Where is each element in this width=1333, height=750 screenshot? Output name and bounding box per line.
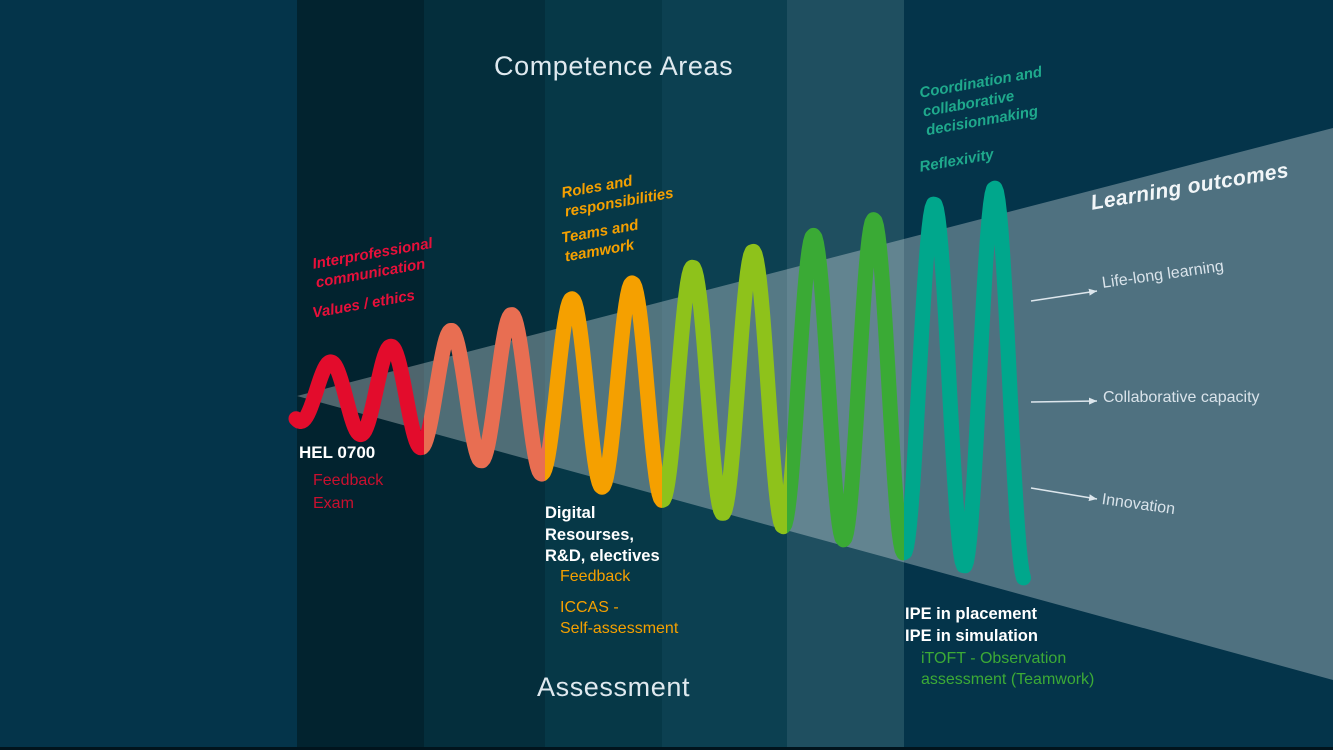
- outcome-arrow-3: [1030, 487, 1098, 502]
- assessment-title: Assessment: [537, 672, 691, 702]
- outcomes-wedge: [297, 128, 1333, 680]
- bottom-edge-line: [0, 747, 1333, 750]
- course-ipe-placement-simulation: IPE in placement IPE in simulation: [905, 605, 1038, 645]
- assessment-feedback-2: Feedback: [560, 568, 631, 585]
- course-digital-resources: Digital Resourses, R&D, electives: [545, 504, 660, 565]
- assessment-iccas-self-assessment: ICCAS - Self-assessment: [560, 599, 679, 637]
- outcome-arrow-2: [1030, 397, 1098, 405]
- assessment-itoft-observation: iTOFT - Observation assessment (Teamwork…: [921, 650, 1095, 688]
- outcome-arrow-1: [1030, 288, 1098, 302]
- competence-wave: [288, 180, 1031, 586]
- competence-areas-title: Competence Areas: [494, 51, 734, 81]
- course-hel-0700: HEL 0700: [299, 443, 376, 462]
- assessment-exam: Exam: [313, 495, 354, 512]
- assessment-feedback-1: Feedback: [313, 472, 384, 489]
- outcome-collaborative-capacity: Collaborative capacity: [1103, 389, 1260, 406]
